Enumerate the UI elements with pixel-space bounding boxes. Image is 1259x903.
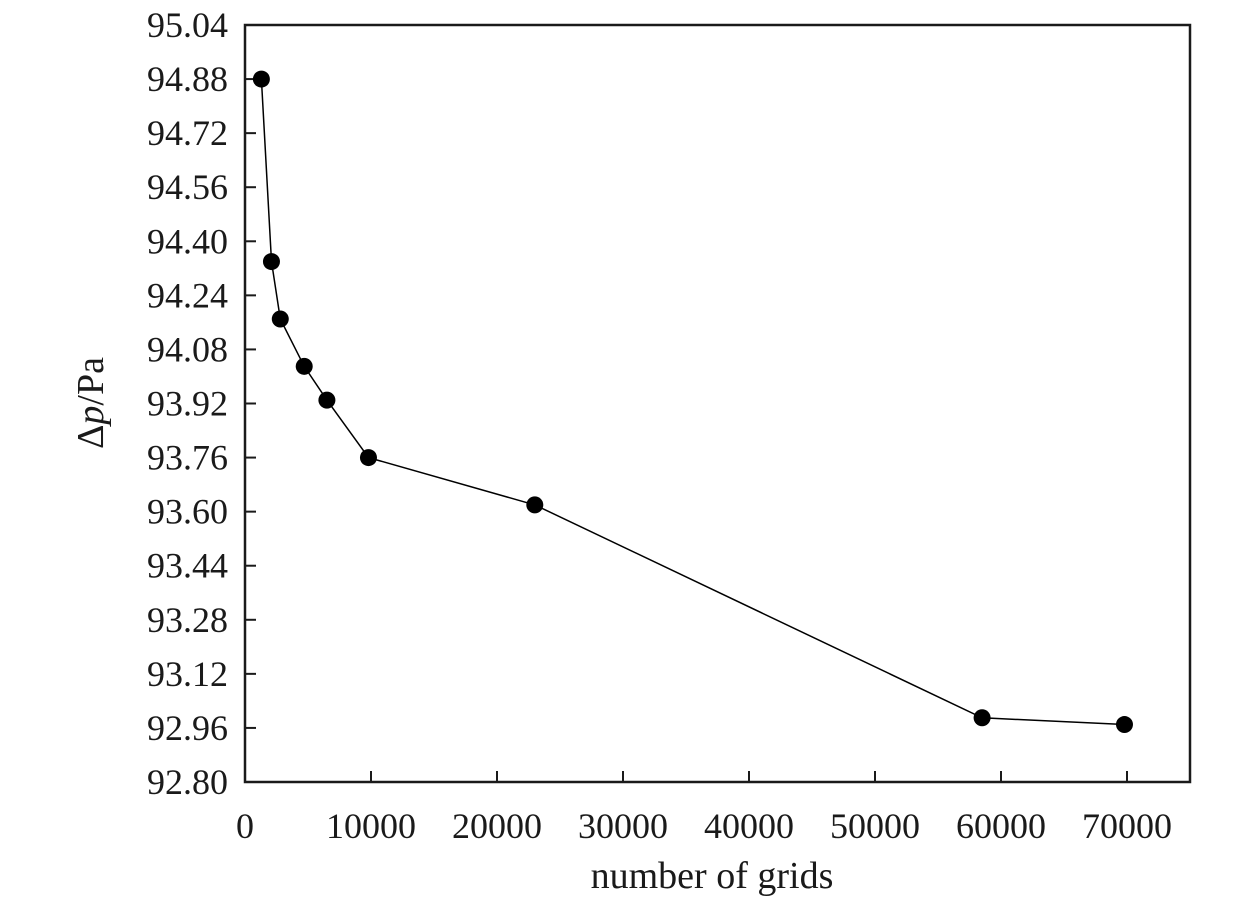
y-tick-label: 93.92 xyxy=(147,384,228,424)
y-tick-label: 93.28 xyxy=(147,600,228,640)
data-point xyxy=(318,391,336,409)
y-tick-label: 94.72 xyxy=(147,113,228,153)
data-point xyxy=(295,357,313,375)
y-axis-title-variable: p xyxy=(70,406,112,428)
data-point xyxy=(359,449,377,467)
y-axis-title: Δp/Pa xyxy=(70,357,112,449)
x-tick-label: 60000 xyxy=(956,806,1046,846)
y-tick-label: 94.08 xyxy=(147,329,228,369)
x-tick-label: 20000 xyxy=(452,806,542,846)
data-point xyxy=(526,496,544,514)
data-markers xyxy=(252,70,1133,734)
y-axis-ticks: 92.80 92.96 93.12 93.28 93.44 93.60 93.76 93.92… xyxy=(147,5,256,802)
y-tick-label: 93.44 xyxy=(147,546,228,586)
y-tick-label: 92.96 xyxy=(147,708,228,748)
x-axis-title: number of grids xyxy=(591,855,834,897)
data-point xyxy=(1115,716,1133,734)
x-tick-label: 10000 xyxy=(326,806,416,846)
y-axis-title-delta: Δ xyxy=(70,425,112,449)
plot-frame xyxy=(243,23,1192,784)
y-tick-label: 94.40 xyxy=(147,221,228,261)
y-axis-title-unit: /Pa xyxy=(70,357,112,406)
y-tick-label: 93.12 xyxy=(147,654,228,694)
y-tick-label: 95.04 xyxy=(147,5,228,45)
data-point xyxy=(252,70,270,88)
x-tick-label: 40000 xyxy=(704,806,794,846)
y-tick-label: 94.56 xyxy=(147,167,228,207)
series-line xyxy=(260,79,1125,726)
y-tick-label: 93.60 xyxy=(147,492,228,532)
y-tick-label: 94.88 xyxy=(147,59,228,99)
x-tick-label: 30000 xyxy=(578,806,668,846)
x-tick-label: 70000 xyxy=(1082,806,1172,846)
data-point xyxy=(271,310,289,328)
x-tick-label: 0 xyxy=(236,806,254,846)
data-point xyxy=(262,253,280,271)
x-tick-label: 50000 xyxy=(830,806,920,846)
y-tick-label: 93.76 xyxy=(147,438,228,478)
data-point xyxy=(973,709,991,727)
y-tick-label: 94.24 xyxy=(147,275,228,315)
x-axis-ticks: 0 10000 20000 30000 40000 50000 60000 70000 xyxy=(236,771,1172,846)
y-tick-label: 92.80 xyxy=(147,762,228,802)
